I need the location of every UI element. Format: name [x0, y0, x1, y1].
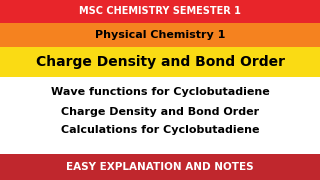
Text: Calculations for Cyclobutadiene: Calculations for Cyclobutadiene	[61, 125, 259, 135]
Bar	[0, 154, 320, 180]
Text: Physical Chemistry 1: Physical Chemistry 1	[95, 30, 225, 40]
Text: Charge Density and Bond Order: Charge Density and Bond Order	[61, 107, 259, 117]
Text: MSC CHEMISTRY SEMESTER 1: MSC CHEMISTRY SEMESTER 1	[79, 6, 241, 17]
Bar	[0, 47, 320, 77]
Bar	[0, 23, 320, 47]
Text: EASY EXPLANATION AND NOTES: EASY EXPLANATION AND NOTES	[66, 162, 254, 172]
Text: Wave functions for Cyclobutadiene: Wave functions for Cyclobutadiene	[51, 87, 269, 97]
Bar	[0, 0, 320, 23]
Text: Charge Density and Bond Order: Charge Density and Bond Order	[36, 55, 284, 69]
